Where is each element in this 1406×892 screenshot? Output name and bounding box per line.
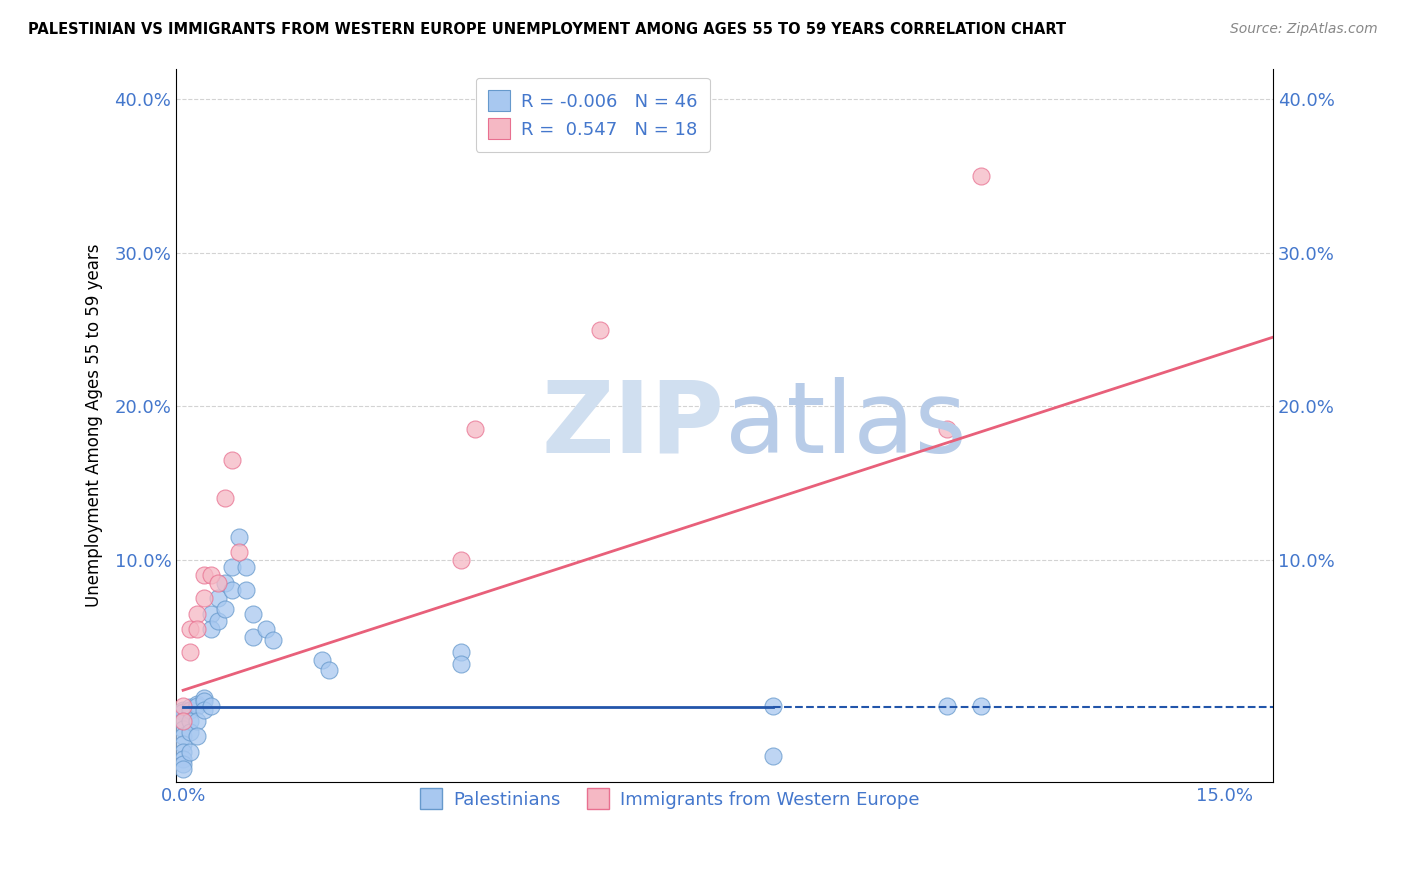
Point [762,698,785,713]
Text: atlas: atlas [724,377,966,474]
Legend: Palestinians, Immigrants from Western Europe: Palestinians, Immigrants from Western Eu… [413,780,927,816]
Point [179,724,201,739]
Point [214,602,236,616]
Point [311,652,333,666]
Point [193,591,215,606]
Point [214,491,236,506]
Point [935,698,957,713]
Point [186,622,208,636]
Text: ZIP: ZIP [541,377,724,474]
Point [172,762,194,776]
Point [172,698,194,713]
Point [172,729,194,743]
Point [935,422,957,436]
Point [318,663,340,677]
Point [186,698,208,713]
Point [193,568,215,582]
Point [172,756,194,771]
Point [200,698,222,713]
Point [254,622,277,636]
Point [172,737,194,751]
Text: Source: ZipAtlas.com: Source: ZipAtlas.com [1230,22,1378,37]
Point [200,607,222,621]
Point [172,705,194,719]
Point [214,575,236,590]
Point [207,614,229,628]
Point [235,560,257,574]
Point [172,745,194,759]
Point [186,697,208,711]
Point [179,714,201,728]
Point [179,745,201,759]
Point [970,169,993,183]
Point [221,453,243,467]
Point [970,698,993,713]
Point [193,703,215,717]
Point [235,583,257,598]
Point [207,575,229,590]
Point [228,530,250,544]
Point [228,545,250,559]
Point [186,729,208,743]
Point [179,700,201,714]
Point [588,322,610,336]
Point [172,703,194,717]
Point [172,714,194,728]
Point [179,703,201,717]
Text: PALESTINIAN VS IMMIGRANTS FROM WESTERN EUROPE UNEMPLOYMENT AMONG AGES 55 TO 59 Y: PALESTINIAN VS IMMIGRANTS FROM WESTERN E… [28,22,1066,37]
Point [179,645,201,659]
Point [242,630,264,644]
Point [172,714,194,728]
Point [242,607,264,621]
Point [450,553,472,567]
Point [221,560,243,574]
Point [186,714,208,728]
Point [172,752,194,766]
Point [193,690,215,705]
Point [262,632,284,647]
Point [193,694,215,708]
Point [221,583,243,598]
Point [762,749,785,764]
Point [207,591,229,606]
Point [450,657,472,672]
Point [450,645,472,659]
Point [179,622,201,636]
Point [464,422,486,436]
Point [172,722,194,736]
Point [200,568,222,582]
Point [200,622,222,636]
Point [186,607,208,621]
Y-axis label: Unemployment Among Ages 55 to 59 years: Unemployment Among Ages 55 to 59 years [86,244,103,607]
